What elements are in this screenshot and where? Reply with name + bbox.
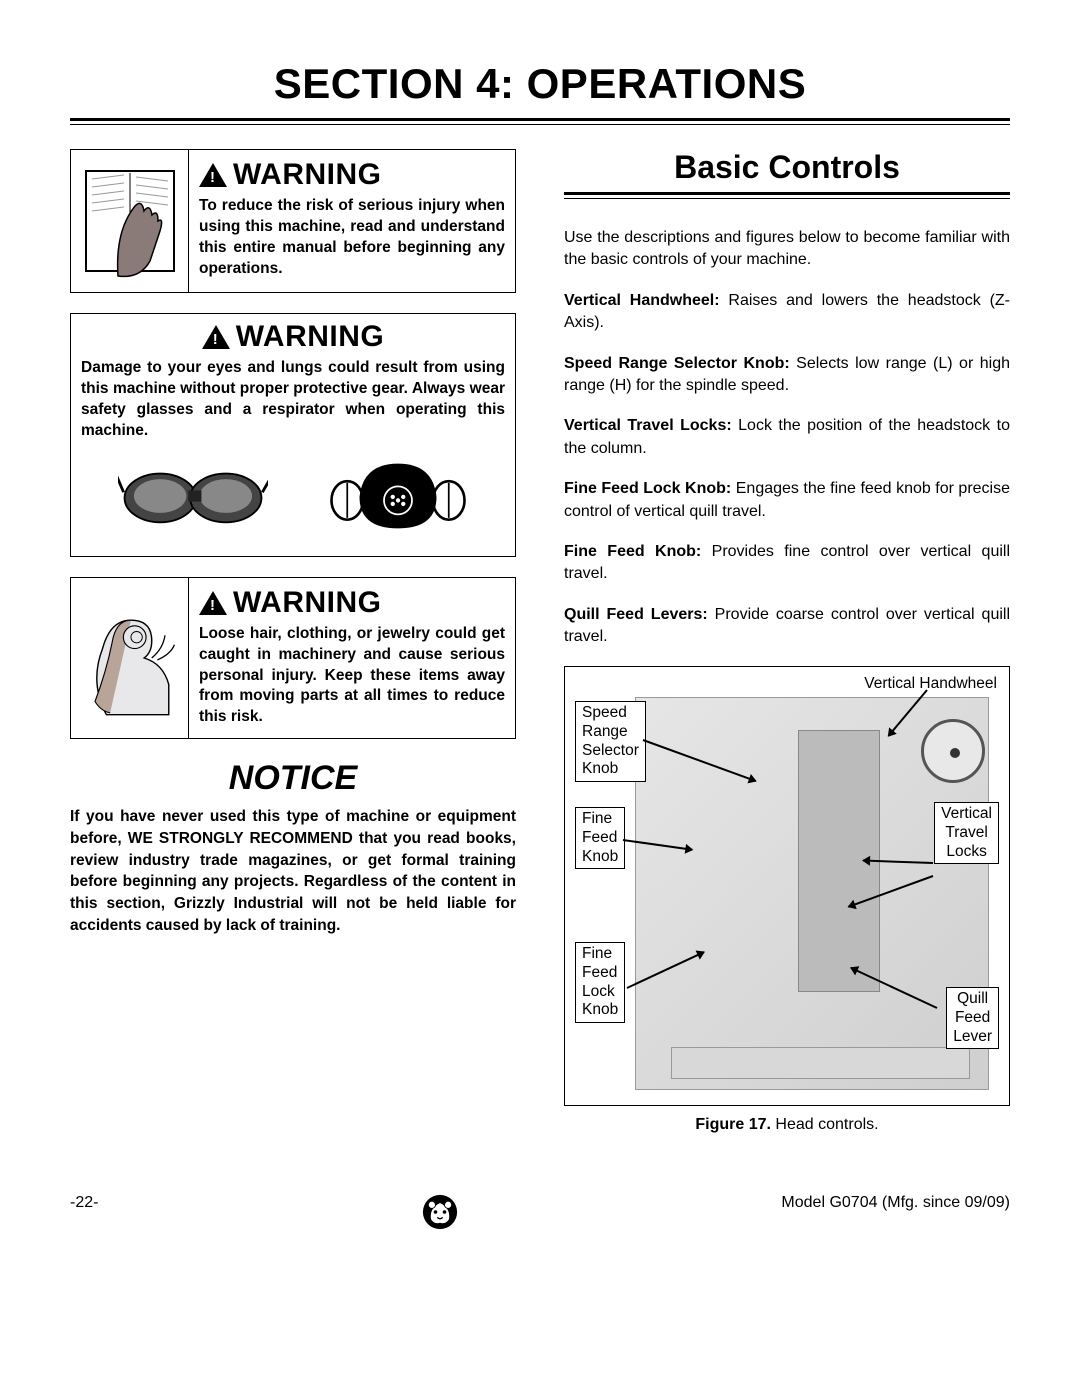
subsection-title: Basic Controls (564, 149, 1010, 186)
fig-label-fine-feed-knob: Fine Feed Knob (575, 807, 625, 869)
grizzly-logo-icon (422, 1194, 458, 1230)
notice-body: If you have never used this type of mach… (70, 806, 516, 936)
title-rule-thick (70, 118, 1010, 121)
fig-label-speed-range: Speed Range Selector Knob (575, 701, 646, 781)
fig-label-fine-feed-lock: Fine Feed Lock Knob (575, 942, 625, 1022)
notice-title: NOTICE (70, 759, 516, 798)
page-title: SECTION 4: OPERATIONS (70, 60, 1010, 108)
loose-hair-illustration (71, 578, 189, 739)
fig-label-vertical-handwheel: Vertical Handwheel (862, 675, 999, 694)
safety-glasses-icon (118, 456, 268, 536)
control-desc: Quill Feed Levers: Provide coarse contro… (564, 604, 1010, 649)
warning-triangle-icon (202, 325, 230, 349)
title-rule-thin (70, 124, 1010, 125)
figure-17: Vertical Handwheel Speed Range Selector … (564, 666, 1010, 1106)
warning-body-text: Damage to your eyes and lungs could resu… (81, 358, 505, 442)
warning-body-text: Loose hair, clothing, or jewelry could g… (199, 624, 505, 729)
sub-rule-thick (564, 192, 1010, 195)
warning-box-ppe: WARNING Damage to your eyes and lungs co… (70, 313, 516, 557)
control-desc: Vertical Handwheel: Raises and lowers th… (564, 290, 1010, 335)
model-info: Model G0704 (Mfg. since 09/09) (781, 1194, 1010, 1230)
control-desc: Fine Feed Knob: Provides fine control ov… (564, 541, 1010, 586)
warning-header: WARNING (233, 586, 382, 620)
fig-label-quill-feed: Quill Feed Lever (946, 987, 999, 1049)
page-number: -22- (70, 1194, 98, 1230)
sub-rule-thin (564, 198, 1010, 199)
control-desc: Speed Range Selector Knob: Selects low r… (564, 353, 1010, 398)
fig-label-vertical-travel-locks: Vertical Travel Locks (934, 802, 999, 864)
warning-triangle-icon (199, 591, 227, 615)
warning-header: WARNING (236, 320, 385, 354)
control-desc: Vertical Travel Locks: Lock the position… (564, 415, 1010, 460)
notice-box: NOTICE If you have never used this type … (70, 759, 516, 936)
warning-box-read-manual: WARNING To reduce the risk of serious in… (70, 149, 516, 293)
two-column-layout: WARNING To reduce the risk of serious in… (70, 149, 1010, 1134)
page-footer: -22- Model G0704 (Mfg. since 09/09) (70, 1194, 1010, 1230)
warning-triangle-icon (199, 163, 227, 187)
right-column: Basic Controls Use the descriptions and … (564, 149, 1010, 1134)
left-column: WARNING To reduce the risk of serious in… (70, 149, 516, 1134)
figure-caption: Figure 17. Head controls. (564, 1116, 1010, 1134)
intro-paragraph: Use the descriptions and figures below t… (564, 227, 1010, 272)
manual-illustration (71, 150, 189, 292)
warning-header: WARNING (233, 158, 382, 192)
handwheel-graphic (921, 719, 985, 783)
warning-box-loose-items: WARNING Loose hair, clothing, or jewelry… (70, 577, 516, 740)
warning-body-text: To reduce the risk of serious injury whe… (199, 196, 505, 280)
respirator-icon (328, 456, 468, 536)
control-desc: Fine Feed Lock Knob: Engages the fine fe… (564, 478, 1010, 523)
